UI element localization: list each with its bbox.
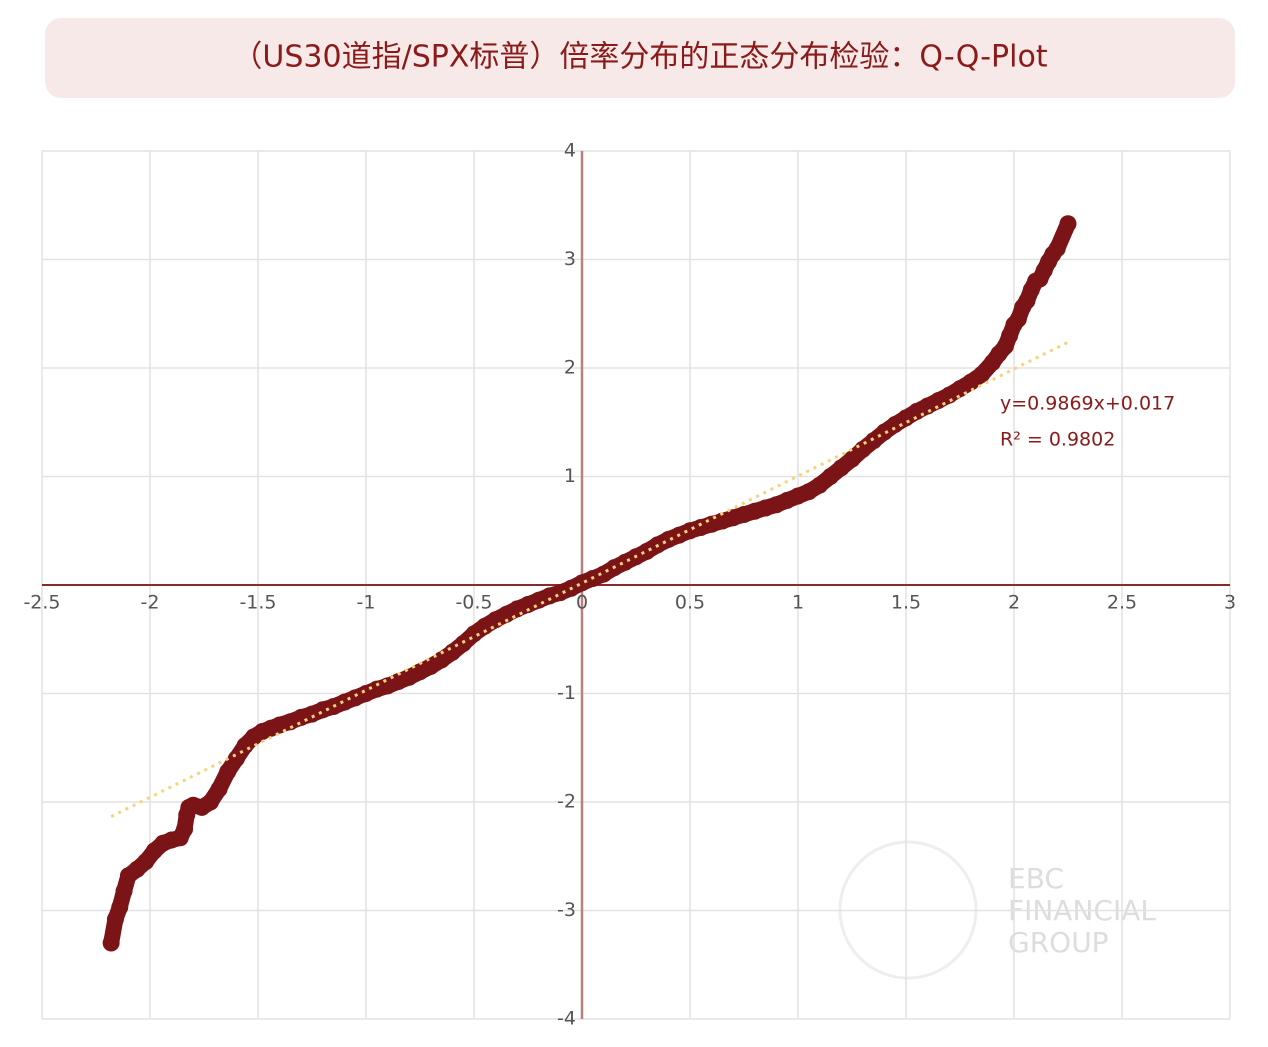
y-tick-label: 4	[564, 140, 576, 162]
trendline	[110, 340, 1069, 818]
x-tick-label: 0.5	[675, 592, 705, 614]
x-tick-label: 3	[1224, 592, 1236, 614]
x-tick-label: 1.5	[891, 592, 921, 614]
point	[219, 763, 237, 781]
point	[111, 898, 129, 916]
x-tick-label: -2	[141, 592, 160, 614]
x-tick-label: -1.5	[239, 592, 276, 614]
chart-title: （US30道指/SPX标普）倍率分布的正态分布检验：Q-Q-Plot	[232, 40, 1047, 75]
y-tick-label: -2	[557, 791, 576, 813]
point	[1048, 240, 1066, 258]
x-tick-label: 0	[576, 592, 588, 614]
y-tick-label: -1	[557, 682, 576, 704]
x-tick-label: -2.5	[23, 592, 60, 614]
x-tick-label: 2.5	[1107, 592, 1137, 614]
x-tick-label: -1	[357, 592, 376, 614]
y-tick-label: -4	[557, 1008, 576, 1030]
watermark: EBC	[1008, 862, 1064, 895]
point	[227, 750, 245, 768]
r-squared: R² = 0.9802	[1000, 429, 1115, 451]
point	[115, 882, 133, 900]
point	[843, 450, 861, 468]
y-tick-label: 1	[564, 465, 576, 487]
x-tick-label: -0.5	[455, 592, 492, 614]
y-tick-label: -3	[557, 899, 576, 921]
x-tick-label: 1	[792, 592, 804, 614]
watermark: GROUP	[1008, 926, 1109, 959]
trendline-equation: y=0.9869x+0.017	[1000, 393, 1175, 415]
point	[973, 366, 991, 384]
point	[102, 934, 120, 952]
x-tick-label: 2	[1008, 592, 1020, 614]
point	[1059, 215, 1077, 233]
y-tick-label: 2	[564, 357, 576, 379]
title-box	[45, 18, 1235, 98]
point	[176, 820, 194, 838]
y-tick-label: 3	[564, 248, 576, 270]
point	[201, 793, 219, 811]
point	[210, 780, 228, 798]
